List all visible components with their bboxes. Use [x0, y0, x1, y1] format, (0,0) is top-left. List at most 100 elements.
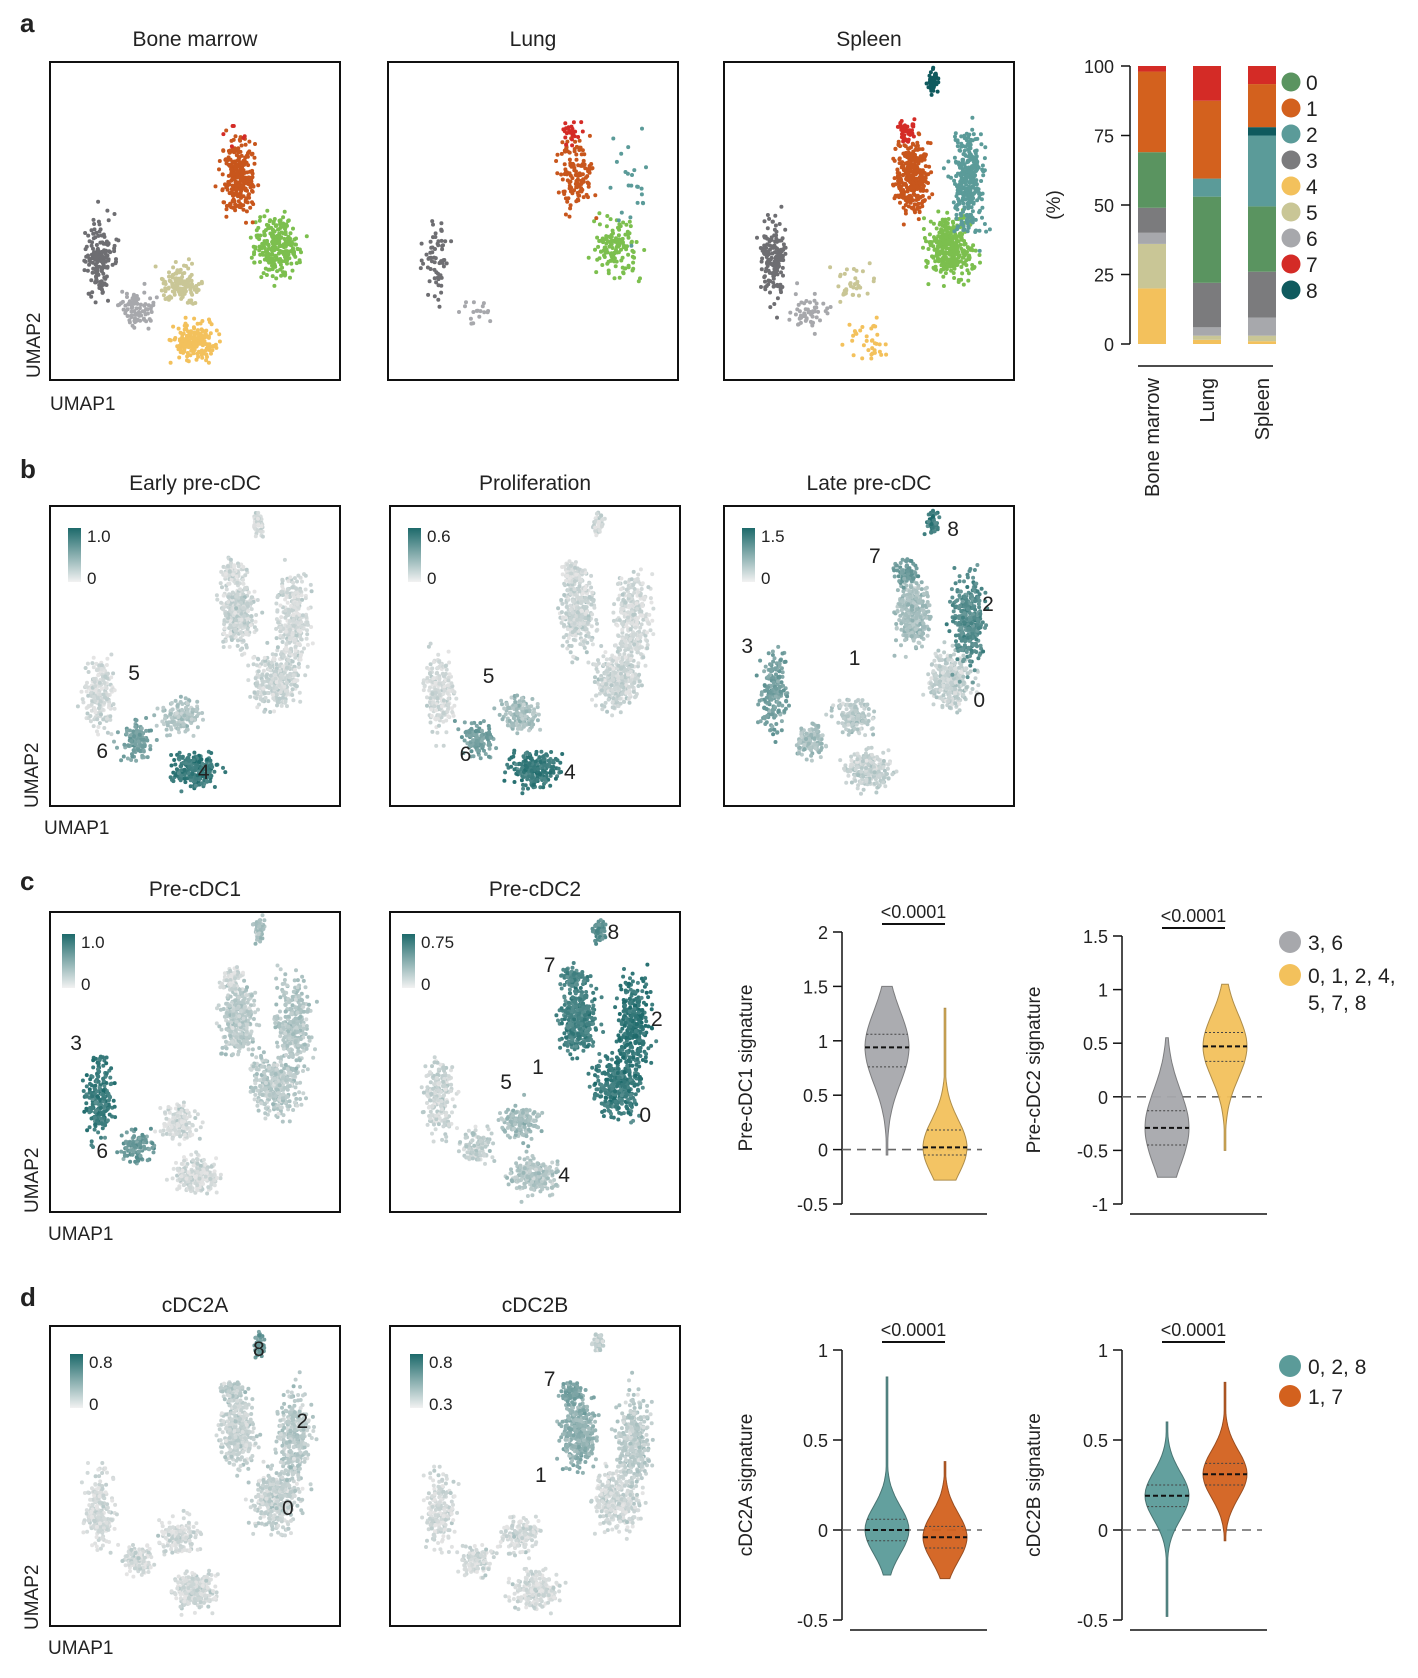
umap-point: [977, 253, 982, 257]
umap-point: [429, 245, 434, 250]
umap-point: [848, 282, 853, 287]
umap-point: [84, 689, 89, 694]
umap-point: [99, 667, 104, 671]
umap-point: [131, 748, 136, 753]
umap-point: [903, 203, 908, 207]
umap-point: [289, 261, 294, 266]
umap-point: [304, 636, 309, 641]
bar-segment-7: [1193, 66, 1221, 101]
umap-point: [144, 716, 149, 720]
umap-point: [91, 655, 96, 660]
umap-point: [810, 314, 815, 319]
umap-point: [224, 207, 229, 212]
umap-point: [291, 226, 295, 231]
umap-point: [972, 165, 977, 170]
umap-point: [231, 572, 235, 577]
umap-point: [946, 174, 951, 179]
umap-point: [294, 633, 299, 638]
umap-point: [620, 692, 625, 696]
umap-point: [931, 244, 936, 249]
umap-point: [271, 696, 276, 701]
umap-point: [139, 313, 144, 318]
umap-point: [632, 255, 637, 260]
umap-point: [838, 299, 843, 304]
umap-point: [244, 160, 249, 165]
bar-segment-3: [1248, 271, 1276, 318]
umap-point: [141, 749, 146, 754]
umap-point: [100, 707, 105, 712]
umap-point: [900, 164, 905, 169]
umap-point: [152, 713, 157, 718]
umap-point: [255, 705, 260, 710]
umap-point: [987, 227, 992, 232]
umap-point: [182, 713, 187, 718]
umap-point: [263, 663, 268, 668]
umap-point: [95, 696, 100, 701]
umap-point: [610, 713, 615, 718]
umap-point: [933, 71, 938, 76]
umap-point: [270, 274, 275, 279]
umap-point: [921, 156, 926, 161]
umap-point: [580, 129, 585, 134]
umap-point: [90, 270, 95, 275]
umap-point: [91, 676, 96, 681]
umap-point: [168, 279, 173, 284]
legend-label: 5: [1306, 202, 1318, 225]
umap-point: [189, 717, 194, 722]
umap-point: [639, 683, 644, 688]
umap-point: [421, 261, 426, 266]
umap-point: [297, 247, 302, 252]
umap-point: [978, 260, 982, 265]
legend-dot-0: [1281, 72, 1301, 92]
umap-b-0-points: [75, 510, 315, 794]
umap-point: [932, 78, 937, 83]
umap-point: [221, 148, 226, 153]
umap-point: [232, 177, 237, 182]
umap-point: [765, 260, 770, 265]
umap-point: [234, 153, 239, 158]
umap-point: [214, 762, 219, 767]
bar-segment-6: [1138, 232, 1166, 244]
umap-point: [103, 259, 108, 264]
umap-point: [192, 750, 197, 755]
umap-point: [777, 222, 782, 226]
umap-point: [274, 601, 279, 606]
umap-point: [187, 278, 192, 283]
umap-point: [440, 244, 445, 248]
umap-point: [241, 136, 246, 140]
umap-point: [183, 696, 188, 701]
umap-point: [185, 358, 189, 363]
umap-point: [214, 593, 219, 598]
umap-point: [266, 257, 271, 262]
umap-point: [97, 264, 102, 269]
umap-point: [906, 137, 911, 142]
umap-point: [203, 335, 208, 340]
umap-a-0-points: [82, 124, 309, 365]
umap-point: [926, 172, 931, 177]
umap-point: [244, 220, 248, 225]
umap-point: [246, 151, 250, 156]
umap-point: [597, 222, 602, 227]
umap-point: [100, 240, 105, 245]
legend-label: 4: [1306, 176, 1318, 199]
umap-point: [241, 577, 245, 582]
umap-point: [281, 215, 286, 220]
umap-point: [214, 328, 219, 333]
umap-point: [178, 694, 183, 699]
umap-point: [910, 206, 915, 211]
umap-point: [961, 195, 966, 200]
panel-letter-a: a: [20, 8, 35, 38]
umap-point: [89, 243, 94, 248]
umap-point: [89, 228, 94, 233]
umap-point: [112, 246, 117, 251]
umap-point: [259, 246, 264, 251]
umap-point: [956, 160, 961, 165]
bar-y-tick-label: 25: [1094, 266, 1114, 286]
umap-point: [234, 618, 239, 623]
umap-point: [860, 269, 865, 274]
umap-point: [898, 120, 903, 125]
umap-point: [275, 234, 280, 239]
umap-point: [897, 157, 902, 162]
umap-point: [281, 224, 286, 229]
umap-point: [953, 236, 958, 240]
